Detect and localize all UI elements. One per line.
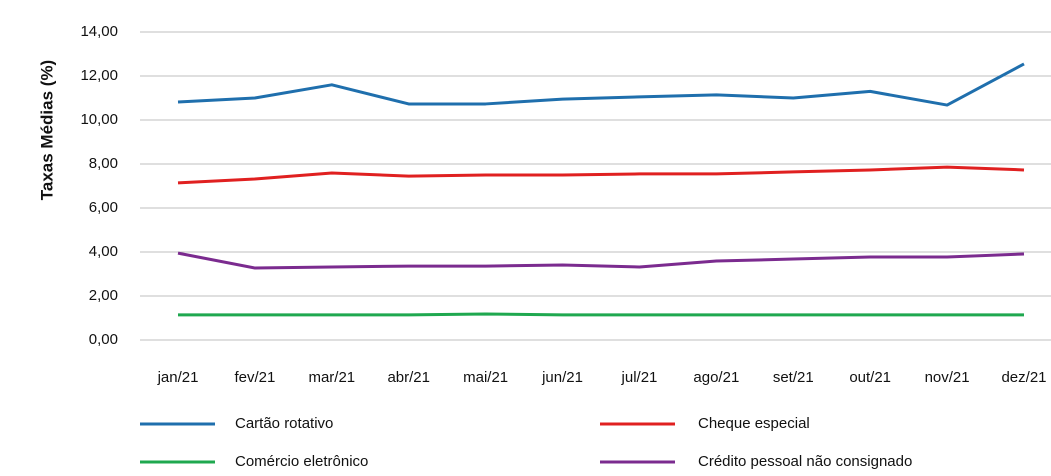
series-line	[177, 165, 1025, 185]
series-line	[177, 62, 1025, 107]
x-tick-label: ago/21	[693, 369, 739, 386]
legend-label: Comércio eletrônico	[235, 453, 368, 470]
series-line	[177, 251, 1025, 270]
x-tick-label: nov/21	[925, 369, 970, 386]
y-tick-label: 2,00	[89, 287, 118, 304]
x-tick-label: out/21	[849, 369, 891, 386]
y-tick-label: 14,00	[80, 23, 118, 40]
y-tick-label: 12,00	[80, 67, 118, 84]
series-line	[178, 312, 1024, 317]
y-tick-label: 6,00	[89, 199, 118, 216]
x-tick-label: mar/21	[308, 369, 355, 386]
x-tick-label: abr/21	[387, 369, 430, 386]
x-tick-label: jun/21	[541, 369, 583, 386]
y-tick-label: 10,00	[80, 111, 118, 128]
legend-label: Cheque especial	[698, 415, 810, 432]
y-axis-title: Taxas Médias (%)	[37, 60, 56, 200]
x-tick-label: jul/21	[621, 369, 658, 386]
x-tick-label: dez/21	[1001, 369, 1046, 386]
y-tick-label: 8,00	[89, 155, 118, 172]
x-tick-label: mai/21	[463, 369, 508, 386]
legend-label: Crédito pessoal não consignado	[698, 453, 912, 470]
x-tick-label: set/21	[773, 369, 814, 386]
x-tick-label: fev/21	[234, 369, 275, 386]
y-tick-label: 4,00	[89, 243, 118, 260]
x-tick-label: jan/21	[157, 369, 199, 386]
legend-label: Cartão rotativo	[235, 415, 333, 432]
y-tick-label: 0,00	[89, 331, 118, 348]
